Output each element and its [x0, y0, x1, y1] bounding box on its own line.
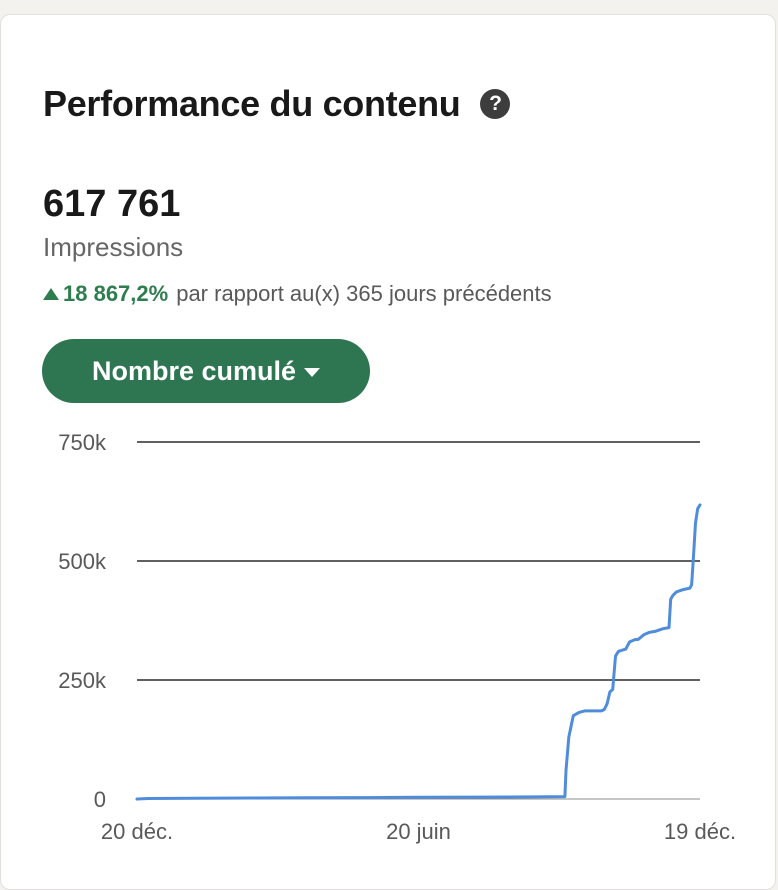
caret-down-icon — [304, 367, 321, 377]
change-percent: 18 867,2% — [63, 281, 169, 306]
title-row: Performance du contenu ? — [43, 83, 511, 125]
y-tick-label: 0 — [94, 787, 106, 812]
impressions-series-line — [135, 503, 702, 801]
y-tick-label: 250k — [58, 668, 107, 693]
cumulative-dropdown-button[interactable]: Nombre cumulé — [42, 339, 370, 403]
x-tick-label: 20 déc. — [101, 819, 173, 844]
change-description: par rapport au(x) 365 jours précédents — [176, 281, 552, 306]
triangle-up-icon — [43, 288, 59, 300]
impressions-label: Impressions — [43, 232, 184, 262]
dropdown-label: Nombre cumulé — [91, 355, 297, 386]
impressions-count: 617 761 — [43, 183, 181, 225]
content-performance-card: Performance du contenu ? 617 761 Impress… — [0, 14, 776, 890]
impressions-chart: 0 250k 500k 750k 20 déc. 20 juin 19 déc. — [58, 430, 736, 844]
x-tick-label: 20 juin — [386, 819, 451, 844]
y-tick-label: 750k — [58, 430, 107, 455]
change-row: 18 867,2% par rapport au(x) 365 jours pr… — [43, 281, 552, 307]
y-tick-label: 500k — [58, 549, 107, 574]
question-circle-icon[interactable]: ? — [480, 89, 511, 119]
x-tick-label: 19 déc. — [664, 819, 736, 844]
page-title: Performance du contenu — [43, 83, 461, 124]
